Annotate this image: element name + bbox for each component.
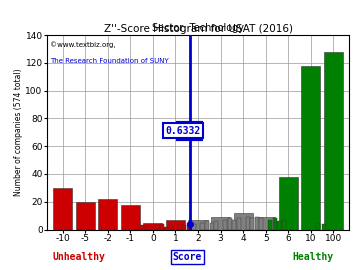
Bar [205, 221, 209, 230]
Bar [211, 217, 230, 230]
Bar [169, 225, 173, 230]
Text: Sector: Technology: Sector: Technology [152, 23, 244, 33]
Bar [166, 220, 185, 229]
Bar [273, 218, 277, 230]
Bar [277, 221, 281, 230]
Bar [183, 225, 186, 230]
Bar [255, 217, 259, 230]
Text: The Research Foundation of SUNY: The Research Foundation of SUNY [50, 58, 168, 65]
Bar [76, 202, 95, 230]
Bar [268, 220, 272, 229]
Bar [279, 177, 298, 229]
Bar [322, 224, 327, 230]
Bar [234, 213, 253, 230]
Text: ©www.textbiz.org,: ©www.textbiz.org, [50, 41, 116, 48]
Text: Unhealthy: Unhealthy [53, 252, 105, 262]
Bar [143, 222, 162, 230]
Bar [250, 218, 254, 230]
Bar [201, 222, 204, 230]
Bar [246, 217, 250, 230]
Bar [316, 222, 320, 230]
Text: Score: Score [172, 252, 202, 262]
Bar [98, 199, 117, 230]
Bar [144, 227, 148, 229]
Bar [53, 188, 72, 230]
Bar [237, 218, 240, 230]
Bar [256, 217, 275, 230]
Bar [301, 66, 320, 230]
Text: Healthy: Healthy [293, 252, 334, 262]
Bar [214, 221, 218, 230]
Bar [192, 224, 195, 230]
Bar [160, 224, 164, 230]
Bar [156, 225, 159, 230]
Bar [324, 52, 343, 229]
Bar [140, 225, 144, 230]
Bar [178, 224, 182, 230]
Bar [121, 204, 140, 230]
Bar [187, 222, 191, 230]
Bar [210, 222, 213, 230]
Bar [282, 220, 286, 229]
Bar [228, 218, 231, 230]
Bar [232, 220, 236, 229]
Bar [223, 220, 227, 229]
Title: Z''-Score Histogram for USAT (2016): Z''-Score Histogram for USAT (2016) [104, 24, 292, 34]
Bar [165, 227, 168, 229]
Text: 0.6332: 0.6332 [165, 126, 201, 136]
Bar [188, 220, 208, 229]
Bar [259, 218, 263, 230]
Y-axis label: Number of companies (574 total): Number of companies (574 total) [14, 69, 23, 196]
